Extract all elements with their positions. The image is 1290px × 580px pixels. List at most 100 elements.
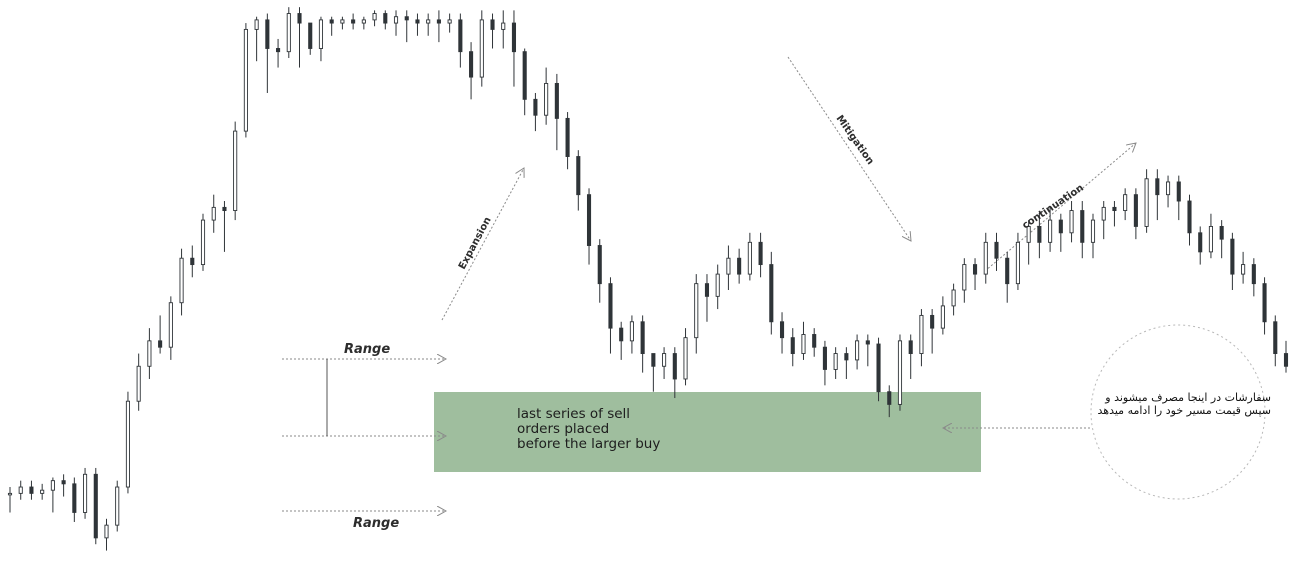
- candle-body: [1048, 219, 1053, 243]
- candle-body: [629, 321, 634, 342]
- candle-body: [125, 400, 130, 488]
- candle-body: [426, 19, 431, 24]
- candle-body: [1101, 206, 1106, 221]
- candle-body: [415, 19, 420, 24]
- candle-body: [7, 492, 13, 496]
- continuation-arrow: [984, 143, 1136, 272]
- candle-body: [586, 194, 592, 246]
- candle-body: [844, 353, 849, 361]
- candle-body: [747, 241, 752, 275]
- candle-body: [501, 22, 506, 30]
- candle-body: [404, 16, 409, 21]
- candle-body: [1069, 210, 1074, 234]
- note-bubble: [1090, 324, 1266, 500]
- candle-body: [737, 257, 742, 275]
- candle-body: [136, 365, 141, 402]
- candle-body: [822, 346, 827, 370]
- candle-body: [983, 241, 988, 275]
- candle-body: [651, 353, 656, 367]
- candle-body: [1273, 321, 1278, 355]
- candle-body: [1123, 194, 1128, 212]
- candle-body: [276, 48, 281, 53]
- candle-body: [855, 340, 860, 361]
- candle-body: [447, 19, 452, 24]
- candle-body: [662, 353, 667, 367]
- candle-body: [833, 353, 838, 370]
- candle-body: [511, 22, 517, 53]
- candle-body: [340, 19, 345, 24]
- candle-body: [479, 19, 484, 78]
- candle-body: [158, 340, 163, 348]
- candle-body: [554, 82, 559, 119]
- candle-body: [179, 257, 184, 304]
- candle-body: [897, 340, 903, 405]
- candle-body: [297, 13, 302, 24]
- candle-body: [233, 130, 238, 212]
- range-bottom-label: Range: [353, 516, 399, 531]
- candle-body: [265, 19, 270, 49]
- candle-body: [329, 19, 334, 24]
- candlestick-series: [7, 7, 1289, 551]
- candle-body: [887, 391, 892, 405]
- candle-body: [1219, 225, 1224, 240]
- candle-body: [147, 340, 152, 367]
- candle-body: [1112, 206, 1117, 212]
- candle-body: [351, 19, 356, 24]
- candle-body: [1208, 225, 1213, 253]
- candle-body: [576, 156, 581, 196]
- candle-body: [1090, 219, 1096, 243]
- candle-body: [490, 19, 495, 30]
- candle-body: [962, 264, 967, 291]
- candle-body: [812, 334, 817, 348]
- candle-body: [758, 241, 763, 266]
- mitigation-arrow: [787, 56, 911, 241]
- candle-body: [522, 51, 527, 100]
- candle-body: [18, 486, 23, 494]
- candle-body: [286, 13, 291, 53]
- candle-body: [308, 22, 313, 49]
- candle-body: [972, 264, 978, 275]
- candle-body: [597, 245, 602, 285]
- order-block-label-line: before the larger buy: [517, 436, 661, 452]
- candle-body: [1230, 238, 1235, 275]
- candle-body: [115, 486, 120, 526]
- candle-body: [640, 321, 645, 355]
- candle-body: [769, 264, 774, 323]
- candle-body: [200, 219, 206, 266]
- candle-body: [61, 480, 66, 485]
- range-top-label: Range: [344, 342, 390, 357]
- continuation-label: continuation: [1021, 182, 1086, 231]
- candle-body: [243, 28, 248, 132]
- candle-body: [1166, 181, 1171, 196]
- candle-body: [726, 257, 731, 275]
- candle-body: [608, 283, 613, 329]
- candle-body: [318, 19, 324, 49]
- candle-body: [1176, 181, 1181, 202]
- candle-body: [104, 524, 109, 539]
- candle-body: [469, 51, 474, 78]
- candle-body: [1058, 219, 1063, 234]
- candle-body: [361, 19, 366, 24]
- order-block-label-line: last series of sell: [517, 406, 631, 422]
- candle-body: [565, 117, 570, 157]
- candle-body: [222, 206, 227, 212]
- candle-body: [1155, 178, 1160, 196]
- candle-body: [619, 327, 624, 342]
- candle-body: [436, 19, 441, 24]
- candle-body: [1037, 225, 1042, 243]
- candle-body: [919, 314, 924, 355]
- candle-body: [533, 98, 538, 116]
- candle-body: [865, 340, 870, 345]
- order-block-label: last series of sell orders placed before…: [517, 407, 757, 452]
- candle-body: [1005, 257, 1010, 285]
- candle-body: [694, 283, 699, 339]
- candle-body: [1251, 264, 1256, 285]
- note-text-line: سپس قیمت مسیر خود را ادامه میدهد: [1097, 404, 1271, 417]
- candle-body: [908, 340, 913, 355]
- candle-body: [994, 241, 999, 259]
- candle-body: [715, 273, 720, 297]
- candle-body: [1241, 264, 1246, 275]
- candle-body: [93, 473, 98, 539]
- candle-body: [211, 206, 216, 221]
- candle-body: [383, 13, 388, 24]
